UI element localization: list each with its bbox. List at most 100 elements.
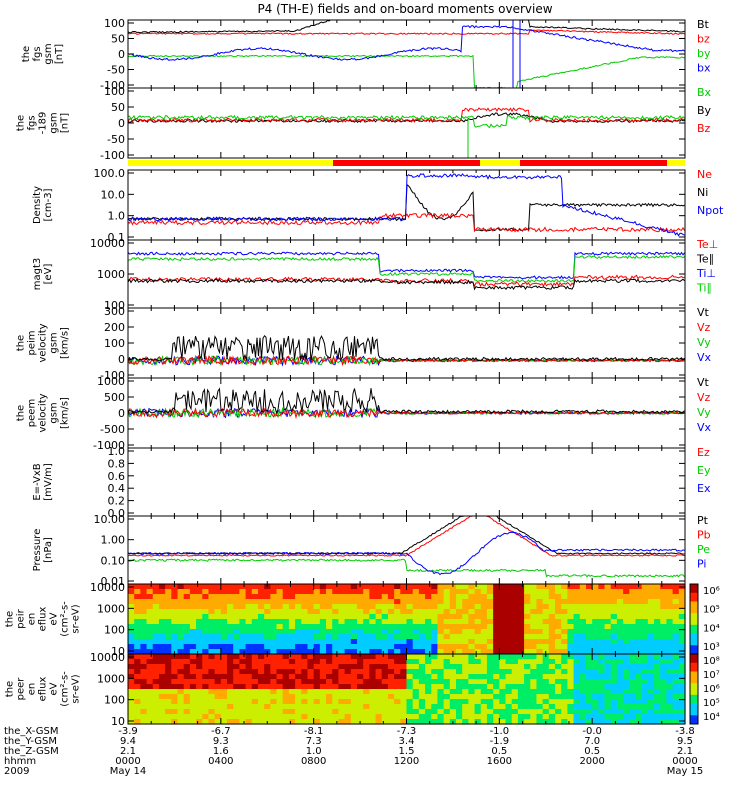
spectrogram-cell: [326, 654, 333, 660]
spectrogram-cell: [128, 604, 135, 610]
spectrogram-cell: [641, 669, 649, 675]
spectrogram-cell: [220, 624, 228, 630]
spectrogram-cell: [548, 584, 556, 590]
spectrogram-cell: [356, 594, 364, 600]
spectrogram-cell: [202, 709, 210, 715]
spectrogram-cell: [350, 619, 358, 625]
spectrogram-cell: [177, 624, 185, 630]
spectrogram-cell: [350, 674, 358, 680]
spectrogram-cell: [282, 639, 290, 645]
legend-Pt: Pt: [697, 514, 709, 527]
spectrogram-cell: [245, 634, 253, 640]
spectrogram-cell: [437, 679, 445, 685]
spectrogram-cell: [140, 584, 148, 590]
spectrogram-cell: [616, 669, 624, 675]
spectrogram-cell: [418, 634, 426, 640]
spectrogram-cell: [295, 694, 302, 700]
spectrogram-cell: [412, 604, 420, 610]
spectrogram-cell: [530, 584, 538, 590]
spectrogram-cell: [511, 619, 519, 625]
spectrogram-cell: [196, 664, 203, 670]
spectrogram-cell: [462, 644, 469, 650]
spectrogram-cell: [505, 649, 513, 655]
spectrogram-cell: [381, 624, 389, 630]
spectrogram-cell: [400, 639, 408, 645]
spectrogram-cell: [437, 654, 445, 660]
spectrogram-cell: [486, 629, 494, 635]
spectrogram-cell: [171, 619, 179, 625]
spectrogram-cell: [641, 624, 649, 630]
spectrogram-cell: [499, 709, 507, 715]
spectrogram-cell: [456, 674, 463, 680]
spectrogram-cell: [171, 659, 179, 665]
spectrogram-cell: [369, 624, 377, 630]
spectrogram-cell: [536, 639, 544, 645]
spectrogram-cell: [406, 624, 414, 630]
spectrogram-cell: [666, 604, 674, 610]
spectrogram-cell: [295, 674, 302, 680]
spectrogram-cell: [319, 714, 327, 720]
spectrogram-cell: [152, 584, 160, 590]
spectrogram-cell: [592, 674, 599, 680]
spectrogram-cell: [542, 659, 550, 665]
spectrogram-cell: [276, 714, 284, 720]
spectrogram-cell: [474, 689, 482, 695]
spectrogram-cell: [152, 604, 160, 610]
status-segment: [333, 160, 480, 166]
spectrogram-cell: [288, 624, 296, 630]
series-Bt: [128, 20, 685, 34]
spectrogram-cell: [530, 719, 538, 725]
spectrogram-cell: [468, 594, 476, 600]
spectrogram-cell: [264, 644, 271, 650]
spectrogram-cell: [511, 669, 519, 675]
spectrogram-cell: [227, 644, 234, 650]
spectrogram-cell: [542, 619, 550, 625]
spectrogram-cell: [524, 694, 531, 700]
spectrogram-cell: [604, 649, 612, 655]
spectrogram-cell: [511, 599, 519, 605]
spectrogram-cell: [276, 589, 284, 595]
spectrogram-cell: [183, 594, 191, 600]
spectrogram-cell: [592, 599, 599, 605]
spectrogram-cell: [177, 594, 185, 600]
spectrogram-cell: [165, 669, 172, 675]
spectrogram-cell: [486, 674, 494, 680]
spectrogram-cell: [227, 584, 234, 590]
spectrogram-cell: [332, 719, 340, 725]
spectrogram-cell: [567, 624, 575, 630]
spectrogram-cell: [140, 709, 148, 715]
spectrogram-cell: [356, 664, 364, 670]
spectrogram-cell: [214, 679, 222, 685]
spectrogram-cell: [480, 704, 488, 710]
spectrogram-cell: [381, 684, 389, 690]
colorbar-cell: [690, 680, 698, 684]
spectrogram-cell: [220, 659, 228, 665]
spectrogram-cell: [276, 709, 284, 715]
spectrogram-cell: [177, 644, 185, 650]
series-Pi: [128, 531, 685, 576]
spectrogram-cell: [177, 654, 185, 660]
spectrogram-cell: [579, 634, 587, 640]
spectrogram-cell: [604, 639, 612, 645]
spectrogram-cell: [678, 599, 686, 605]
spectrogram-cell: [369, 594, 377, 600]
spectrogram-cell: [672, 614, 680, 620]
spectrogram-cell: [140, 619, 148, 625]
spectrogram-cell: [301, 659, 309, 665]
spectrogram-cell: [505, 589, 513, 595]
spectrogram-cell: [561, 629, 569, 635]
spectrogram-cell: [462, 649, 469, 655]
spectrogram-cell: [387, 609, 395, 615]
colorbar-cell: [690, 659, 698, 664]
spectrogram-cell: [270, 704, 278, 710]
spectrogram-cell: [654, 604, 661, 610]
spectrogram-cell: [394, 659, 401, 665]
spectrogram-cell: [480, 594, 488, 600]
spectrogram-cell: [524, 679, 531, 685]
colorbar-cell: [690, 613, 698, 617]
spectrogram-cell: [598, 589, 606, 595]
spectrogram-cell: [214, 654, 222, 660]
spectrogram-cell: [499, 649, 507, 655]
spectrogram-cell: [660, 599, 668, 605]
